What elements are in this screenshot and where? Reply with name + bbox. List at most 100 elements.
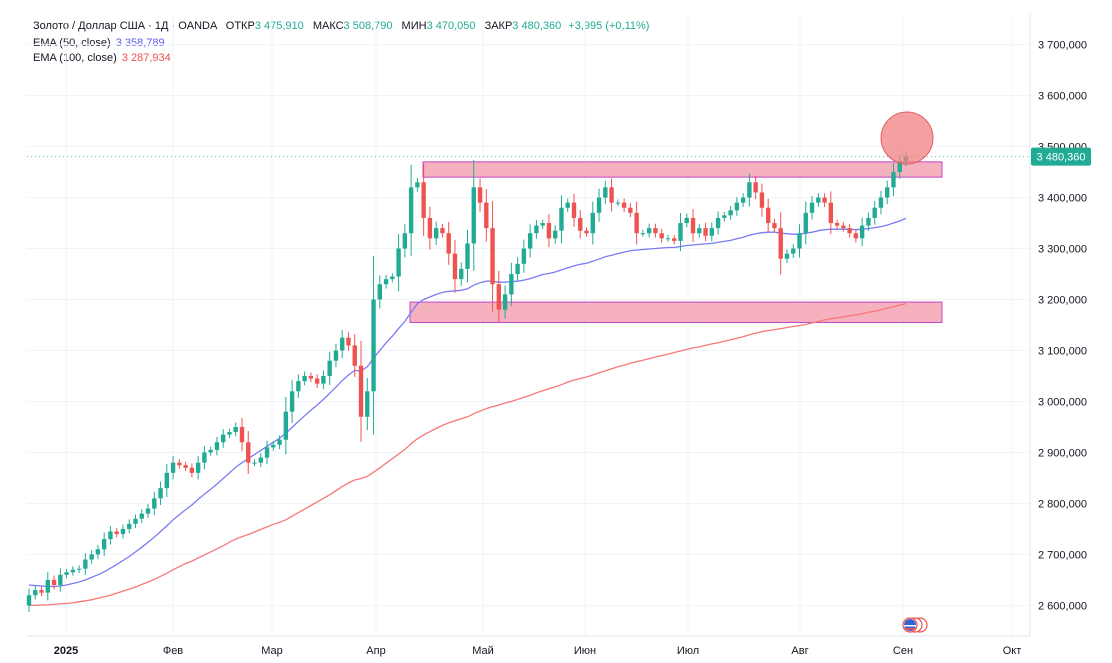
candle-body [540, 223, 545, 226]
candle-body [596, 197, 602, 213]
y-tick-label: 3 300,000 [1038, 244, 1087, 256]
candle-body [477, 187, 483, 203]
candle-body [571, 202, 577, 218]
candle-body [609, 187, 614, 203]
y-tick-label: 3 200,000 [1038, 295, 1087, 307]
close-value: 3 480,360 [512, 20, 562, 32]
y-tick-label: 2 700,000 [1038, 549, 1087, 561]
candle-body [628, 207, 633, 213]
candle-body [765, 207, 771, 224]
candle-body [208, 449, 213, 453]
candle-body [678, 223, 683, 241]
candle-body [120, 528, 126, 535]
chart-header: Золото / Доллар США · 1Д · OANDA ОТКР3 4… [33, 20, 649, 32]
candle-body [834, 223, 840, 226]
low-value: 3 470,050 [426, 20, 476, 32]
x-tick-label: Фев [163, 645, 183, 657]
candle-body [202, 452, 207, 463]
candle-body [421, 182, 426, 218]
y-tick-label: 3 000,000 [1038, 396, 1087, 408]
ema100-line [29, 302, 907, 607]
candle-body [340, 337, 345, 351]
us-flag-stripe [904, 628, 916, 630]
ema50-legend[interactable]: EMA (50, close) 3 358,789 [33, 37, 165, 49]
candle-body [484, 202, 489, 229]
candle-body [615, 202, 621, 204]
ema50-value: 3 358,789 [115, 37, 165, 49]
candle-body [847, 228, 852, 234]
candle-body [559, 207, 564, 231]
candle-body [365, 391, 370, 417]
candle-body [740, 197, 746, 203]
candle-body [872, 207, 877, 218]
x-tick-label: Июн [574, 645, 596, 657]
y-tick-label: 3 700,000 [1038, 40, 1087, 52]
candle-body [415, 182, 420, 188]
candle-body [139, 513, 144, 519]
candle-body [64, 572, 69, 575]
change-value: +3,995 (+0,11%) [568, 20, 650, 32]
candle-body [39, 590, 44, 593]
candle-body [759, 192, 765, 208]
candle-body [101, 539, 107, 550]
close-label: ЗАКР [484, 20, 513, 32]
candle-body [697, 228, 702, 234]
open-value: 3 475,910 [254, 20, 304, 32]
candle-body [646, 228, 652, 234]
candles [26, 152, 909, 613]
candle-body [859, 225, 865, 239]
candle-body [603, 187, 608, 198]
candle-body [314, 378, 320, 384]
candle-body [264, 447, 270, 458]
open-label: ОТКР [225, 20, 255, 32]
x-tick-label: Май [472, 645, 494, 657]
candle-body [289, 391, 295, 412]
candle-body [51, 579, 57, 586]
candle-body [58, 574, 63, 586]
candle-body [321, 375, 326, 384]
candle-body [239, 426, 245, 443]
candle-body [89, 554, 94, 560]
candle-body [296, 381, 301, 392]
candle-body [578, 217, 583, 231]
candle-body [490, 228, 495, 285]
candle-body [734, 202, 740, 211]
candle-body [728, 210, 733, 216]
candle-body [170, 462, 176, 473]
ema100-value: 3 287,934 [121, 52, 171, 64]
ema100-legend[interactable]: EMA (100, close) 3 287,934 [33, 52, 171, 64]
x-tick-label: Окт [1003, 645, 1022, 657]
candle-body [396, 248, 401, 277]
candle-body [828, 202, 834, 224]
candle-body [308, 375, 314, 379]
candle-body [778, 228, 783, 259]
candle-body [565, 202, 570, 208]
candle-body [772, 223, 777, 229]
overlay: 3 480,360 [27, 111, 1091, 633]
candle-body [784, 253, 790, 259]
economic-event-icon [902, 617, 928, 633]
candle-body [333, 350, 339, 361]
ema50-line [28, 217, 907, 588]
candle-body [546, 223, 552, 239]
zone-rect [422, 161, 943, 178]
candle-body [427, 217, 433, 239]
candle-body [822, 197, 827, 203]
candle-body [684, 217, 689, 224]
candle-body [665, 238, 671, 240]
candle-body [897, 161, 902, 173]
zones [409, 161, 943, 323]
ema100-label: EMA (100, close) [33, 52, 117, 64]
candle-body [753, 182, 758, 193]
y-tick-label: 2 800,000 [1038, 498, 1087, 510]
candle-body [183, 465, 188, 468]
x-tick-label: Сен [893, 645, 913, 657]
candle-body [83, 559, 88, 569]
candle-body [358, 365, 364, 417]
candle-body [227, 432, 232, 435]
candle-body [302, 375, 307, 382]
grid [27, 14, 1030, 636]
y-tick-label: 2 600,000 [1038, 600, 1087, 612]
